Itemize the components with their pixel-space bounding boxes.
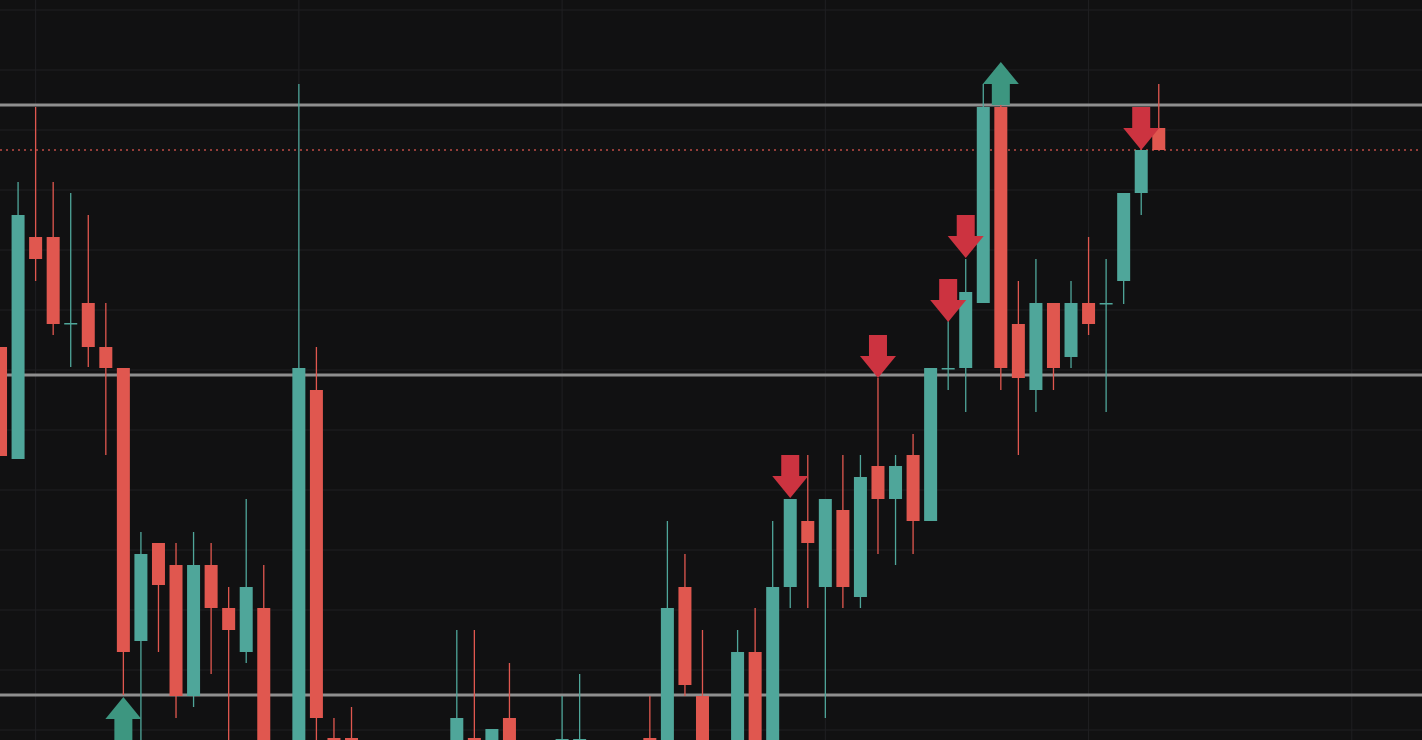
candle-body bbox=[450, 718, 464, 740]
candle-body bbox=[731, 652, 745, 740]
candle-body bbox=[1029, 303, 1043, 390]
candle-body bbox=[660, 608, 674, 740]
candle-body bbox=[836, 510, 850, 587]
candle-body bbox=[1046, 303, 1060, 368]
candle-body bbox=[309, 390, 323, 718]
candle-body bbox=[941, 368, 955, 370]
candle-body bbox=[257, 608, 271, 740]
candle-body bbox=[783, 499, 797, 587]
sell-arrow bbox=[859, 335, 896, 378]
arrow-shape bbox=[1123, 107, 1160, 150]
candle-body bbox=[46, 237, 60, 324]
candle-body bbox=[748, 652, 762, 740]
candle-body bbox=[222, 608, 236, 630]
candle-body bbox=[678, 587, 692, 685]
candle-body bbox=[643, 738, 657, 740]
candle-body bbox=[29, 237, 43, 259]
candle-body bbox=[801, 521, 815, 543]
candle-body bbox=[1134, 150, 1148, 193]
candle-body bbox=[169, 565, 183, 696]
candle-body bbox=[818, 499, 832, 587]
arrow-shape bbox=[930, 279, 967, 322]
candle-body bbox=[1064, 303, 1078, 357]
sell-arrow bbox=[930, 279, 967, 322]
candle-body bbox=[327, 738, 341, 740]
buy-arrow bbox=[105, 697, 142, 740]
candle-body bbox=[81, 303, 95, 347]
candle-body bbox=[187, 565, 201, 696]
candle-body bbox=[292, 368, 306, 740]
arrow-shape bbox=[982, 62, 1019, 105]
candle-body bbox=[906, 455, 920, 521]
candle-body bbox=[853, 477, 867, 597]
arrow-shape bbox=[859, 335, 896, 378]
arrow-shape bbox=[947, 215, 984, 258]
candle-body bbox=[766, 587, 780, 740]
candle-body bbox=[485, 729, 499, 740]
candle-body bbox=[994, 107, 1008, 368]
candle-body bbox=[1099, 303, 1113, 305]
candle-body bbox=[695, 696, 709, 740]
candle-body bbox=[345, 738, 359, 740]
candle-body bbox=[204, 565, 218, 608]
candle-body bbox=[467, 738, 481, 740]
candle-body bbox=[99, 347, 113, 368]
candle-body bbox=[151, 543, 165, 585]
arrow-shape bbox=[105, 697, 142, 740]
arrow-shape bbox=[772, 455, 809, 498]
candle-body bbox=[64, 323, 78, 325]
candle-body bbox=[1152, 128, 1166, 150]
sell-arrow bbox=[772, 455, 809, 498]
candle-body bbox=[1011, 324, 1025, 378]
candle-body bbox=[871, 466, 885, 499]
candle-body bbox=[116, 368, 130, 652]
candle-body bbox=[1117, 193, 1131, 281]
candle-body bbox=[959, 292, 973, 368]
sell-arrow bbox=[947, 215, 984, 258]
candle-body bbox=[889, 466, 903, 499]
candle-body bbox=[0, 347, 8, 456]
candle-body bbox=[11, 215, 25, 459]
candle-body bbox=[134, 554, 148, 641]
candle-body bbox=[239, 587, 253, 652]
candle-body bbox=[1082, 303, 1096, 324]
candle-body bbox=[502, 718, 516, 740]
candle-body bbox=[924, 368, 938, 521]
buy-arrow bbox=[982, 62, 1019, 105]
candle-body bbox=[976, 107, 990, 303]
sell-arrow bbox=[1123, 107, 1160, 150]
